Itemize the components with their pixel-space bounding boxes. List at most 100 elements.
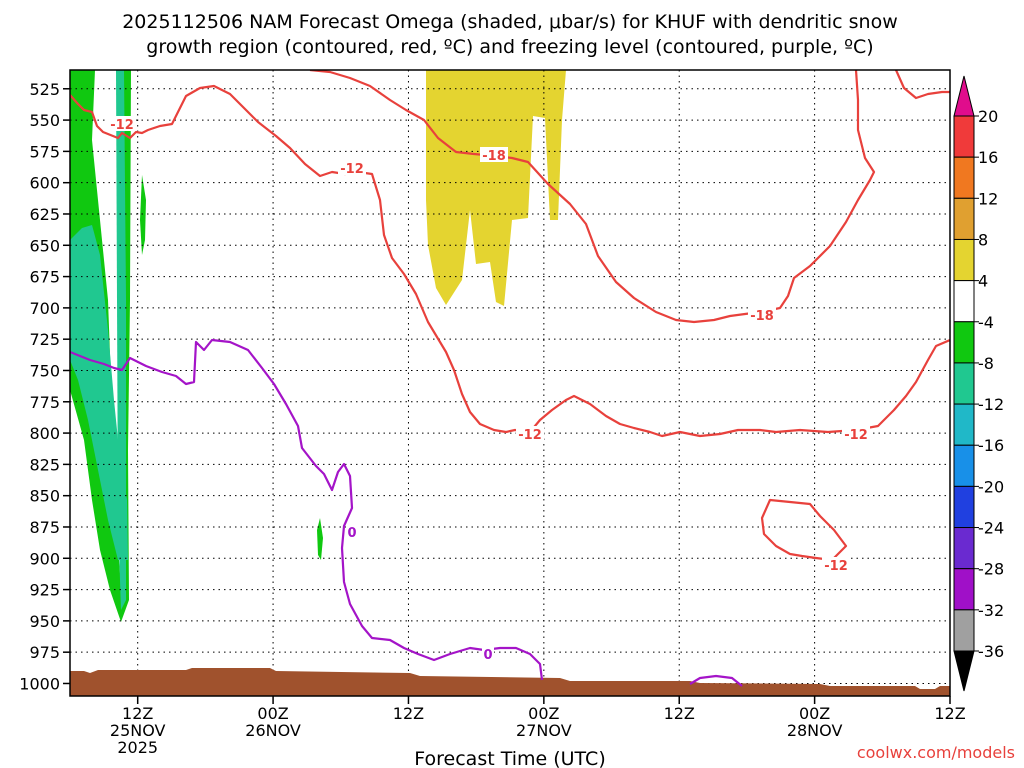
dgz-minus18-contour [309,70,876,324]
colorbar-label: -20 [978,477,1004,496]
y-tick-label: 525 [29,80,60,99]
x-axis-label: Forecast Time (UTC) [414,748,605,768]
colorbar-bin [953,156,975,199]
dgz-minus12-upper-contour [70,84,950,438]
y-tick-label: 875 [29,518,60,537]
y-tick-label: 925 [29,581,60,600]
colorbar-bin [953,403,975,446]
contour-label-bg [516,426,544,441]
y-tick-label: 1000 [19,674,60,693]
y-tick-label: 575 [29,142,60,161]
colorbar-bottom-arrow [953,650,975,692]
freezing-level-contour [70,338,544,681]
contour-label: -12 [110,118,134,133]
omega-sink-core-region [70,225,128,560]
x-tick-label: 28NOV [787,721,843,740]
colorbar-bin [953,362,975,405]
colorbar-label: -8 [978,354,994,373]
contour-label-bg [338,160,366,175]
chart-title-line-2: growth region (contoured, red, ºC) and f… [146,36,873,58]
colorbar-bin [953,444,975,487]
contour-label-bg [108,116,136,131]
colorbar-label: 20 [978,107,998,126]
contour-label: 0 [347,526,356,541]
freezing-level-small-contour [689,674,743,687]
colorbar-label: -32 [978,601,1004,620]
contour-labels: -12 -12 -18 -18 -12 -12 -12 0 0 [108,116,870,663]
colorbar-label: 4 [978,272,988,291]
y-tick-label: 775 [29,393,60,412]
y-tick-label: 950 [29,612,60,631]
colorbar-label: 8 [978,230,988,249]
colorbar-label: -24 [978,519,1004,538]
y-tick-label: 675 [29,268,60,287]
y-tick-label: 725 [29,330,60,349]
colorbar-top-arrow [953,75,975,117]
contour-label-bg [480,147,508,162]
contour-label: -12 [824,559,848,574]
colorbar-bin [953,238,975,282]
y-tick-label: 825 [29,455,60,474]
colorbar-label: -28 [978,560,1004,579]
freezing-level-contours [70,338,743,687]
x-tick-label: 27NOV [516,721,572,740]
colorbar-bin [953,568,975,611]
colorbar-bin [953,321,975,364]
y-axis: 525 550 575 600 625 650 675 700 725 750 775 800 825 8… [19,80,70,693]
colorbar-label: -16 [978,436,1004,455]
omega-sink-small-region [317,518,323,560]
x-tick-label: 00Z [257,704,288,723]
omega-rise-region [426,70,566,306]
x-tick-label: 2025 [117,738,158,757]
y-tick-label: 900 [29,549,60,568]
x-tick-label: 12Z [122,704,153,723]
contour-label: -12 [340,162,364,177]
omega-sink-small-strip [140,175,146,255]
colorbar-label: -12 [978,395,1004,414]
x-tick-label: 12Z [393,704,424,723]
dgz-minus12-upper-right-contour [894,70,950,100]
contour-label: -12 [518,428,542,443]
colorbar-label: 12 [978,189,998,208]
y-tick-label: 850 [29,487,60,506]
colorbar-bin [953,485,975,529]
plot-area: -12 -12 -18 -18 -12 -12 -12 0 0 [70,70,950,696]
omega-sink-stripe [116,70,126,610]
contour-label: -12 [844,428,868,443]
contour-label: -18 [750,309,774,324]
colorbar-bin [953,280,975,323]
x-tick-label: 26NOV [245,721,301,740]
contour-label-bg [748,307,776,322]
x-tick-label: 00Z [799,704,830,723]
x-tick-label: 12Z [664,704,695,723]
colorbar: 20 16 12 8 4 -4 -8 -12 -16 -20 -24 -28 -32 -36 [953,75,1004,692]
dgz-minus12-closed-contour [760,498,848,562]
colorbar-label: 16 [978,148,998,167]
y-tick-label: 625 [29,205,60,224]
contour-label: -18 [482,149,506,164]
plot-frame [69,69,951,697]
contour-label-bg [482,646,494,661]
y-tick-label: 650 [29,236,60,255]
colorbar-label: -4 [978,313,994,332]
x-tick-label: 12Z [934,704,965,723]
colorbar-bin [953,527,975,570]
contour-label-bg [842,426,870,441]
colorbar-label: -36 [978,642,1004,661]
y-tick-label: 550 [29,111,60,130]
terrain-surface [70,668,950,696]
credit-text: coolwx.com/models [857,743,1015,762]
y-tick-label: 750 [29,361,60,380]
colorbar-bin [953,197,975,240]
contour-label-bg [822,557,850,572]
contour-label: 0 [483,648,492,663]
y-tick-label: 700 [29,299,60,318]
colorbar-bin [953,609,975,652]
x-tick-label: 25NOV [110,721,166,740]
chart-title-line-1: 2025112506 NAM Forecast Omega (shaded, μ… [122,11,898,33]
y-tick-label: 800 [29,424,60,443]
contour-label-bg [346,524,358,539]
x-tick-label: 00Z [528,704,559,723]
